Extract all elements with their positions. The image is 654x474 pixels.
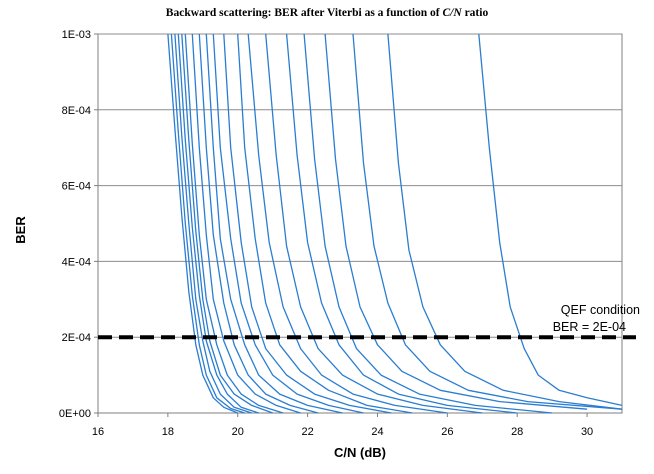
ber-curve-16 (324, 33, 588, 410)
ber-curve-13 (265, 33, 483, 414)
plot-area (97, 33, 623, 414)
threshold-label-line2: BER = 2E-04 (553, 320, 626, 334)
x-tick-label-0: 16 (92, 426, 104, 438)
y-tick-label-0: 0E+00 (59, 408, 91, 420)
x-tick-label-7: 30 (581, 426, 593, 438)
ber-curve-12 (247, 33, 448, 414)
x-tick-label-4: 24 (371, 426, 383, 438)
ber-curve-3 (177, 33, 259, 414)
ber-curve-14 (285, 33, 518, 414)
x-tick-label-3: 22 (301, 426, 313, 438)
threshold-label-line1: QEF condition (561, 303, 640, 317)
chart-title-suffix: ratio (462, 7, 489, 19)
y-tick-label-5: 1E-03 (62, 29, 91, 41)
ber-curve-18 (387, 33, 623, 410)
y-tick-label-2: 4E-04 (62, 256, 91, 268)
chart-title-italic: C/N (443, 7, 463, 19)
x-tick-label-2: 20 (232, 426, 244, 438)
ber-curve-11 (237, 33, 413, 414)
ber-curve-9 (212, 33, 364, 414)
ber-curve-19 (478, 33, 623, 407)
ber-curve-8 (205, 33, 343, 414)
y-axis-ticks: 0E+00 2E-04 4E-04 6E-04 8E-04 1E-03 (59, 29, 98, 420)
y-tick-label-4: 8E-04 (62, 105, 91, 117)
ber-curve-15 (303, 33, 553, 414)
ber-curve-0 (167, 33, 238, 414)
y-axis-label: BER (13, 216, 28, 244)
x-axis-label: C/N (dB) (334, 445, 386, 460)
ber-curves (167, 33, 623, 414)
ber-curve-7 (198, 33, 319, 414)
ber-curve-1 (170, 33, 245, 414)
ber-curve-2 (174, 33, 252, 414)
y-tick-label-1: 2E-04 (62, 332, 91, 344)
ber-curve-17 (352, 33, 623, 410)
x-tick-label-5: 26 (441, 426, 453, 438)
chart-title-prefix: Backward scattering: BER after Viterbi a… (166, 7, 443, 19)
ber-curve-6 (191, 33, 301, 414)
y-tick-label-3: 6E-04 (62, 181, 91, 193)
ber-curve-5 (184, 33, 284, 414)
chart-title: Backward scattering: BER after Viterbi a… (166, 7, 489, 19)
x-tick-label-1: 18 (162, 426, 174, 438)
ber-curve-10 (223, 33, 392, 414)
ber-curve-4 (181, 33, 273, 414)
x-axis-ticks: 16 18 20 22 24 26 28 30 (92, 413, 593, 438)
x-tick-label-6: 28 (511, 426, 523, 438)
